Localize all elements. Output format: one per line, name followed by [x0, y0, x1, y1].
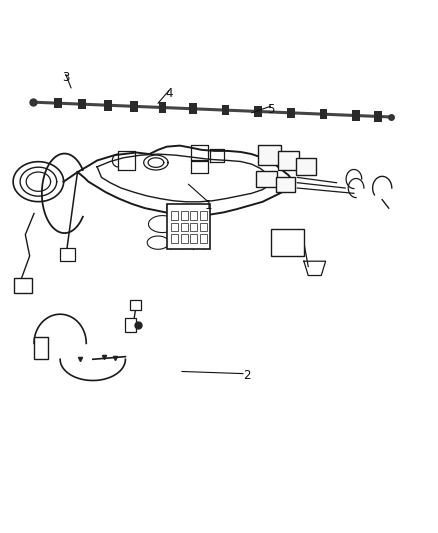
- Bar: [130, 101, 138, 111]
- Bar: [200, 235, 207, 243]
- Bar: [181, 235, 187, 243]
- Bar: [60, 248, 75, 261]
- Bar: [159, 102, 166, 113]
- Bar: [190, 223, 197, 231]
- Bar: [181, 211, 187, 220]
- Bar: [297, 158, 316, 175]
- Bar: [254, 106, 262, 117]
- Bar: [271, 229, 304, 256]
- Bar: [130, 301, 141, 310]
- Bar: [78, 99, 86, 109]
- Bar: [222, 105, 230, 116]
- Bar: [200, 223, 207, 231]
- Bar: [167, 204, 210, 249]
- Bar: [34, 337, 48, 359]
- Bar: [104, 100, 112, 110]
- Bar: [200, 211, 207, 220]
- Bar: [171, 211, 178, 220]
- Text: 2: 2: [244, 369, 251, 382]
- Bar: [14, 278, 32, 293]
- Bar: [278, 151, 299, 169]
- Bar: [189, 103, 197, 114]
- Bar: [190, 211, 197, 220]
- Text: 1: 1: [205, 199, 212, 212]
- Bar: [374, 111, 382, 122]
- Bar: [190, 235, 197, 243]
- Text: 3: 3: [62, 71, 70, 84]
- Bar: [287, 108, 295, 118]
- Bar: [320, 109, 327, 119]
- Bar: [171, 223, 178, 231]
- Bar: [276, 177, 295, 192]
- Bar: [181, 223, 187, 231]
- Bar: [256, 171, 277, 187]
- Bar: [125, 318, 136, 332]
- Bar: [352, 110, 360, 121]
- Bar: [54, 98, 62, 109]
- Bar: [171, 235, 178, 243]
- Text: 4: 4: [165, 87, 173, 100]
- Text: 5: 5: [267, 103, 274, 116]
- Bar: [258, 145, 281, 165]
